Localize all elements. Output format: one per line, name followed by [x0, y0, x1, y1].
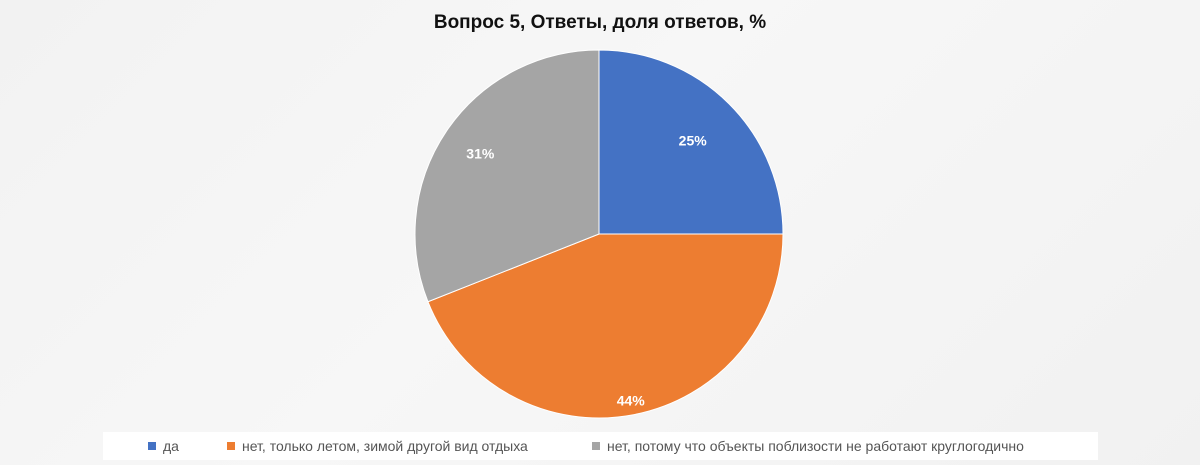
legend-label-yes: да — [163, 438, 179, 454]
pie-slice-yes — [598, 49, 784, 235]
data-label-yes: 25% — [679, 132, 708, 148]
data-label-not-year-round: 31% — [466, 145, 495, 161]
legend-swatch-summer-only — [227, 442, 235, 450]
pie-slice-summer-only — [427, 233, 784, 419]
legend-swatch-not-year-round — [592, 442, 600, 450]
legend-item-yes: да — [148, 432, 179, 460]
legend-label-summer-only: нет, только летом, зимой другой вид отды… — [242, 438, 528, 454]
pie-slice-not-year-round — [414, 49, 600, 303]
legend: да нет, только летом, зимой другой вид о… — [103, 432, 1098, 460]
legend-item-summer-only: нет, только летом, зимой другой вид отды… — [227, 432, 528, 460]
data-label-summer-only: 44% — [617, 392, 646, 408]
legend-item-not-year-round: нет, потому что объекты поблизости не ра… — [592, 432, 1024, 460]
legend-label-not-year-round: нет, потому что объекты поблизости не ра… — [607, 438, 1024, 454]
legend-swatch-yes — [148, 442, 156, 450]
chart-title: Вопрос 5, Ответы, доля ответов, % — [433, 12, 767, 33]
